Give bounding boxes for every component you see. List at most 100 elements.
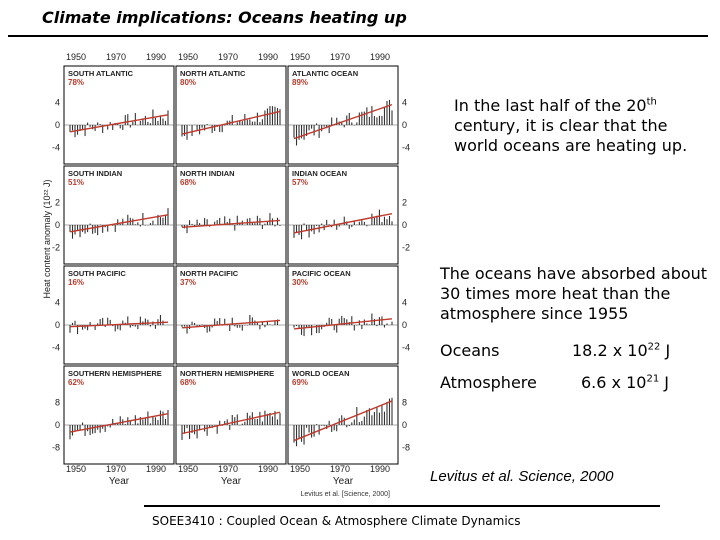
panel-title-9: SOUTHERN HEMISPHERE (68, 369, 162, 378)
panel-title-8: PACIFIC OCEAN (292, 269, 351, 278)
y-tick-right-3-0: 8 (402, 397, 407, 407)
trend-line-1 (181, 110, 281, 135)
trend-line-4 (181, 219, 281, 228)
y-tick-right-0-1: 0 (402, 120, 407, 130)
trend-line-5 (293, 212, 393, 234)
panel-percent-11: 69% (292, 378, 308, 387)
footer-divider (144, 505, 660, 507)
y-tick-right-0-0: 4 (402, 97, 407, 107)
x-tick-bottom-1-0: 1950 (178, 464, 198, 474)
x-axis-label-2: Year (333, 476, 354, 487)
y-tick-right-2-0: 4 (402, 297, 407, 307)
oceans-value-exponent: 22 (647, 341, 661, 353)
figure-source-caption: Levitus et al. [Science, 2000] (301, 491, 391, 498)
y-axis-label: Heat content anomaly (10²² J) (42, 179, 52, 298)
trend-line-10 (181, 411, 281, 435)
y-tick-left-2-1: 0 (55, 320, 60, 330)
y-tick-left-1-0: 2 (55, 197, 60, 207)
x-tick-bottom-2-1: 1970 (330, 464, 350, 474)
panel-percent-2: 89% (292, 78, 308, 87)
panel-title-0: SOUTH ATLANTIC (68, 69, 134, 78)
x-tick-bottom-1-1: 1970 (218, 464, 238, 474)
y-tick-right-1-2: -2 (402, 243, 410, 253)
trend-line-11 (293, 400, 393, 442)
atmosphere-value-base: 6.6 x 10 (581, 373, 647, 392)
x-tick-top-0-2: 1990 (146, 52, 166, 62)
trend-line-3 (69, 214, 169, 233)
x-tick-bottom-1-2: 1990 (258, 464, 278, 474)
panel-title-5: INDIAN OCEAN (292, 169, 347, 178)
panel-percent-3: 51% (68, 178, 84, 187)
x-axis-label-0: Year (109, 476, 130, 487)
y-tick-left-0-0: 4 (55, 97, 60, 107)
panel-percent-9: 62% (68, 378, 84, 387)
trend-line-6 (69, 321, 169, 328)
panel-title-10: NORTHERN HEMISPHERE (180, 369, 274, 378)
oceans-value-base: 18.2 x 10 (572, 341, 648, 360)
panel-percent-8: 30% (292, 278, 308, 287)
trend-line-9 (69, 412, 169, 433)
panel-frame-6 (63, 265, 175, 365)
panel-percent-6: 16% (68, 278, 84, 287)
panel-percent-4: 68% (180, 178, 196, 187)
paragraph-text-end: century, it is clear that the world ocea… (454, 116, 688, 155)
panel-frame-2 (287, 65, 399, 165)
x-tick-top-1-1: 1970 (218, 52, 238, 62)
atmosphere-label: Atmosphere (440, 373, 537, 392)
x-tick-top-0-0: 1950 (66, 52, 86, 62)
y-tick-right-2-2: -4 (402, 343, 410, 353)
paragraph-heat-absorbed: The oceans have absorbed about 30 times … (440, 264, 708, 323)
x-tick-bottom-2-0: 1950 (290, 464, 310, 474)
y-tick-left-3-0: 8 (55, 397, 60, 407)
oceans-value-unit: J (660, 341, 671, 360)
y-tick-left-0-1: 0 (55, 120, 60, 130)
x-tick-bottom-0-1: 1970 (106, 464, 126, 474)
y-tick-left-2-0: 4 (55, 297, 60, 307)
panel-frame-0 (63, 65, 175, 165)
y-tick-right-1-0: 2 (402, 197, 407, 207)
slide-title: Climate implications: Oceans heating up (42, 8, 407, 27)
y-tick-right-3-1: 0 (402, 420, 407, 430)
panel-title-1: NORTH ATLANTIC (180, 69, 246, 78)
panel-frame-7 (175, 265, 287, 365)
panel-frame-8 (287, 265, 399, 365)
panel-percent-10: 68% (180, 378, 196, 387)
panel-percent-1: 80% (180, 78, 196, 87)
x-axis-label-1: Year (221, 476, 242, 487)
trend-line-7 (181, 319, 281, 329)
y-tick-left-3-2: -8 (52, 443, 60, 453)
footer-course: SOEE3410 : Coupled Ocean & Atmosphere Cl… (152, 514, 521, 528)
x-tick-top-2-0: 1950 (290, 52, 310, 62)
y-tick-right-0-2: -4 (402, 143, 410, 153)
panel-title-7: NORTH PACIFIC (180, 269, 239, 278)
ocean-heat-figure: Heat content anomaly (10²² J) 1950 1950 195… (42, 52, 410, 498)
trend-line-8 (293, 318, 393, 330)
x-tick-top-2-1: 1970 (330, 52, 350, 62)
atmosphere-value-unit: J (659, 373, 669, 392)
panel-percent-7: 37% (180, 278, 196, 287)
panel-percent-5: 57% (292, 178, 308, 187)
panel-frame-4 (175, 165, 287, 265)
citation: Levitus et al. Science, 2000 (430, 468, 614, 485)
oceans-label: Oceans (440, 341, 500, 360)
y-tick-left-0-2: -4 (52, 143, 60, 153)
y-tick-right-3-2: -8 (402, 443, 410, 453)
panel-frame-9 (63, 365, 175, 465)
x-tick-top-1-2: 1990 (258, 52, 278, 62)
x-tick-top-2-2: 1990 (370, 52, 390, 62)
panel-title-11: WORLD OCEAN (292, 369, 350, 378)
paragraph-oceans-heating: In the last half of the 20th century, it… (454, 96, 704, 156)
atmosphere-value-exponent: 21 (646, 373, 660, 385)
trend-line-0 (69, 114, 169, 133)
x-tick-bottom-2-2: 1990 (370, 464, 390, 474)
paragraph-text-start: In the last half of the 20 (454, 96, 647, 115)
x-tick-top-1-0: 1950 (178, 52, 198, 62)
panel-title-2: ATLANTIC OCEAN (292, 69, 358, 78)
panel-title-6: SOUTH PACIFIC (68, 269, 126, 278)
panel-title-3: SOUTH INDIAN (68, 169, 122, 178)
y-tick-left-3-1: 0 (55, 420, 60, 430)
title-divider (8, 35, 708, 37)
atmosphere-value: 6.6 x 1021 J (581, 373, 669, 392)
x-tick-bottom-0-0: 1950 (66, 464, 86, 474)
panel-frame-3 (63, 165, 175, 265)
